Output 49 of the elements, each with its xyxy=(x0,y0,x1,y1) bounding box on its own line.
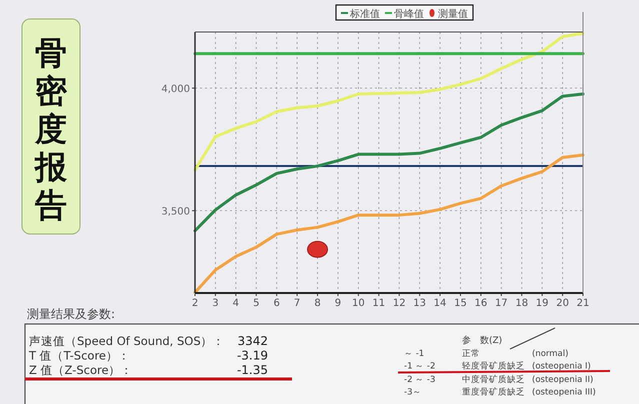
text: 声速值（Speed Of Sound, SOS）： xyxy=(29,334,225,348)
text: 3342 xyxy=(237,334,268,348)
x-tick-label: 20 xyxy=(556,298,569,309)
x-tick-label: 15 xyxy=(454,298,467,309)
legend-label: 标准值 xyxy=(349,8,380,20)
text: ～ -1 xyxy=(404,349,424,359)
x-tick-label: 14 xyxy=(434,298,446,309)
text: (osteopenia II) xyxy=(532,375,594,386)
x-tick-label: 17 xyxy=(494,298,508,309)
text: -1.35 xyxy=(236,363,268,377)
x-tick-label: 11 xyxy=(372,298,386,309)
x-tick-label: 9 xyxy=(334,298,342,309)
x-tick-label: 8 xyxy=(314,298,321,309)
x-tick-label: 6 xyxy=(273,298,280,309)
x-tick-label: 5 xyxy=(253,298,260,309)
text: (osteopenia III) xyxy=(532,387,596,398)
x-tick-label: 2 xyxy=(192,298,198,309)
text: (osteopenia I) xyxy=(532,361,591,372)
text: -3.19 xyxy=(236,348,268,362)
text: 参 数(Z) xyxy=(462,335,502,346)
line-series xyxy=(194,154,584,294)
x-tick-label: 16 xyxy=(474,298,488,309)
text: 轻度骨矿质缺乏 xyxy=(462,360,525,372)
x-tick-label: 12 xyxy=(392,298,406,309)
x-tick-label: 18 xyxy=(515,298,528,309)
x-tick-label: 7 xyxy=(294,298,300,309)
text: 骨密度报告 xyxy=(34,34,68,224)
x-tick-label: 4 xyxy=(232,298,240,309)
x-tick-label: 3 xyxy=(212,298,219,309)
text: 正常 xyxy=(462,348,480,359)
y-tick-label: 3,500 xyxy=(161,206,190,218)
text: 中度骨矿质缺乏 xyxy=(462,374,525,386)
x-tick-label: 21 xyxy=(576,298,590,309)
text: 重度骨矿质缺乏 xyxy=(462,386,525,398)
y-tick-label: 4,000 xyxy=(161,84,190,96)
text: T 值（T-Score）： xyxy=(28,348,130,362)
text: -3～ xyxy=(404,387,422,398)
text: (normal) xyxy=(532,349,568,359)
text: 测量结果及参数: xyxy=(27,307,116,321)
text: -1 ～ -2 xyxy=(404,361,436,372)
text: Z 值（Z-Score）： xyxy=(29,363,133,377)
legend-label: 测量值 xyxy=(438,8,468,20)
line-series xyxy=(194,92,584,232)
x-tick-label: 19 xyxy=(536,298,549,309)
x-tick-label: 13 xyxy=(413,298,426,309)
line-series xyxy=(194,32,584,172)
text: -2 ～ -3 xyxy=(404,375,436,386)
x-tick-label: 10 xyxy=(352,298,365,309)
legend-label: 骨峰值 xyxy=(394,8,424,20)
